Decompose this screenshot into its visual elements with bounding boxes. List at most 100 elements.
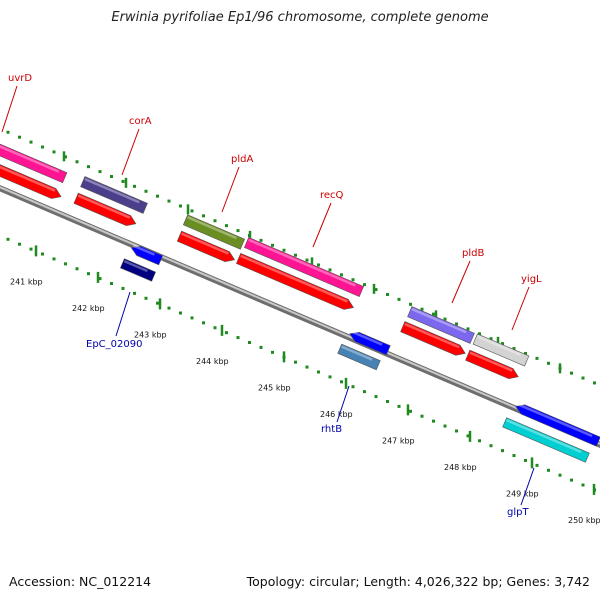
outer-minor-tick [271,243,274,247]
outer-minor-tick [466,327,470,331]
inner-minor-tick [64,262,67,266]
gene-label-glpt[interactable]: glpT [507,507,529,518]
outer-minor-tick [87,165,90,169]
inner-minor-tick [271,350,274,354]
outer-minor-tick [328,268,332,272]
outer-minor-tick [501,342,504,346]
outer-minor-tick [432,312,435,316]
outer-minor-tick [179,204,182,208]
outer-minor-tick [489,337,493,341]
gene-label-pldb[interactable]: pldB [462,248,484,259]
inner-minor-tick [259,345,263,349]
inner-minor-tick [179,311,182,315]
label-leader-line [312,202,332,248]
inner-minor-tick [535,463,539,467]
outer-minor-tick [121,179,125,183]
label-leader-line [221,166,240,213]
inner-minor-tick [328,375,332,379]
gene-yigl-feature[interactable] [472,333,530,367]
inner-minor-tick [75,267,79,271]
cds-uvrd-arrow[interactable] [0,157,63,202]
cds-rhtb-reverse-arrow[interactable] [348,329,391,356]
inner-minor-tick [156,301,159,305]
gene-pldb-feature[interactable] [407,306,475,344]
inner-minor-tick [87,272,90,276]
inner-minor-tick [133,291,136,295]
outer-minor-tick [317,263,320,267]
outer-minor-tick [593,381,596,385]
label-leader-line [511,286,530,331]
outer-minor-tick [305,258,309,262]
tick-label: 243 kbp [134,330,167,339]
outer-minor-tick [374,288,378,292]
inner-minor-tick [6,237,10,241]
cds-plda-arrow[interactable] [176,230,236,265]
cds-recq-arrow[interactable] [235,252,355,312]
cds-epc_02090-reverse-arrow[interactable] [129,243,164,266]
gene-rhtb-feature[interactable] [337,343,381,371]
gene-cora-feature[interactable] [80,176,148,214]
label-leader-line [1,85,18,133]
inner-minor-tick [547,468,550,472]
cds-yigl-arrow[interactable] [465,349,521,382]
inner-minor-tick [443,424,447,428]
gene-label-plda[interactable]: pldA [231,154,253,165]
inner-minor-tick [213,326,217,330]
outer-minor-tick [52,150,56,154]
outer-minor-tick [156,194,159,198]
inner-minor-tick [225,331,228,335]
outer-minor-tick [351,278,355,282]
cds-cora-arrow[interactable] [73,192,138,229]
inner-minor-tick [98,277,102,281]
inner-minor-tick [190,316,194,320]
inner-minor-tick [317,370,320,374]
outer-minor-tick [547,361,550,365]
outer-minor-tick [225,224,228,228]
label-leader-line [115,291,131,337]
gene-label-rhtb[interactable]: rhtB [321,424,342,435]
tick-label: 242 kbp [72,304,105,313]
outer-minor-tick [409,302,412,306]
inner-minor-tick [524,458,527,462]
gene-epc_02090-feature[interactable] [120,258,156,282]
outer-minor-tick [420,307,424,311]
inner-minor-tick [52,257,56,261]
gene-recq-feature[interactable] [243,236,365,298]
gene-glpt-feature[interactable] [502,417,590,463]
gene-label-recq[interactable]: recQ [320,190,344,201]
gene-plda-feature[interactable] [182,214,246,250]
inner-minor-tick [501,449,504,453]
cds-glpt-reverse-arrow[interactable] [514,402,600,447]
inner-minor-tick [29,247,33,251]
tick-label: 249 kbp [506,489,539,498]
tick-label: 246 kbp [320,410,353,419]
inner-minor-tick [305,365,309,369]
inner-minor-tick [432,419,435,423]
gene-uvrd-feature[interactable] [0,140,68,184]
label-leader-line [451,260,471,304]
inner-minor-tick [351,385,355,389]
map-title: Erwinia pyrifoliae Ep1/96 chromosome, co… [111,10,489,25]
gene-label-uvrd[interactable]: uvrD [8,73,32,84]
outer-minor-tick [570,371,573,375]
tick-label: 241 kbp [10,277,43,286]
genome-backbone-highlight [0,186,600,445]
outer-minor-tick [282,248,286,252]
gene-label-yigl[interactable]: yigL [521,274,542,285]
inner-minor-tick [18,242,21,246]
outer-minor-tick [202,214,205,218]
cds-pldb-arrow[interactable] [400,321,468,359]
gene-labels: uvrD corA pldA recQ pldB yigL EpC_02090 rhtB glp… [1,73,542,518]
gene-label-cora[interactable]: corA [129,116,152,127]
outer-minor-tick [581,376,585,380]
tick-label: 247 kbp [382,436,415,445]
inner-minor-tick [386,399,389,403]
topology-text: Topology: circular; Length: 4,026,322 bp… [246,574,590,589]
outer-minor-tick [340,273,343,277]
tick-label: 248 kbp [444,463,477,472]
outer-minor-tick [397,297,401,301]
label-leader-line [520,467,535,506]
accession-text: Accession: NC_012214 [9,574,152,589]
gene-label-epc_02090[interactable]: EpC_02090 [86,339,142,350]
